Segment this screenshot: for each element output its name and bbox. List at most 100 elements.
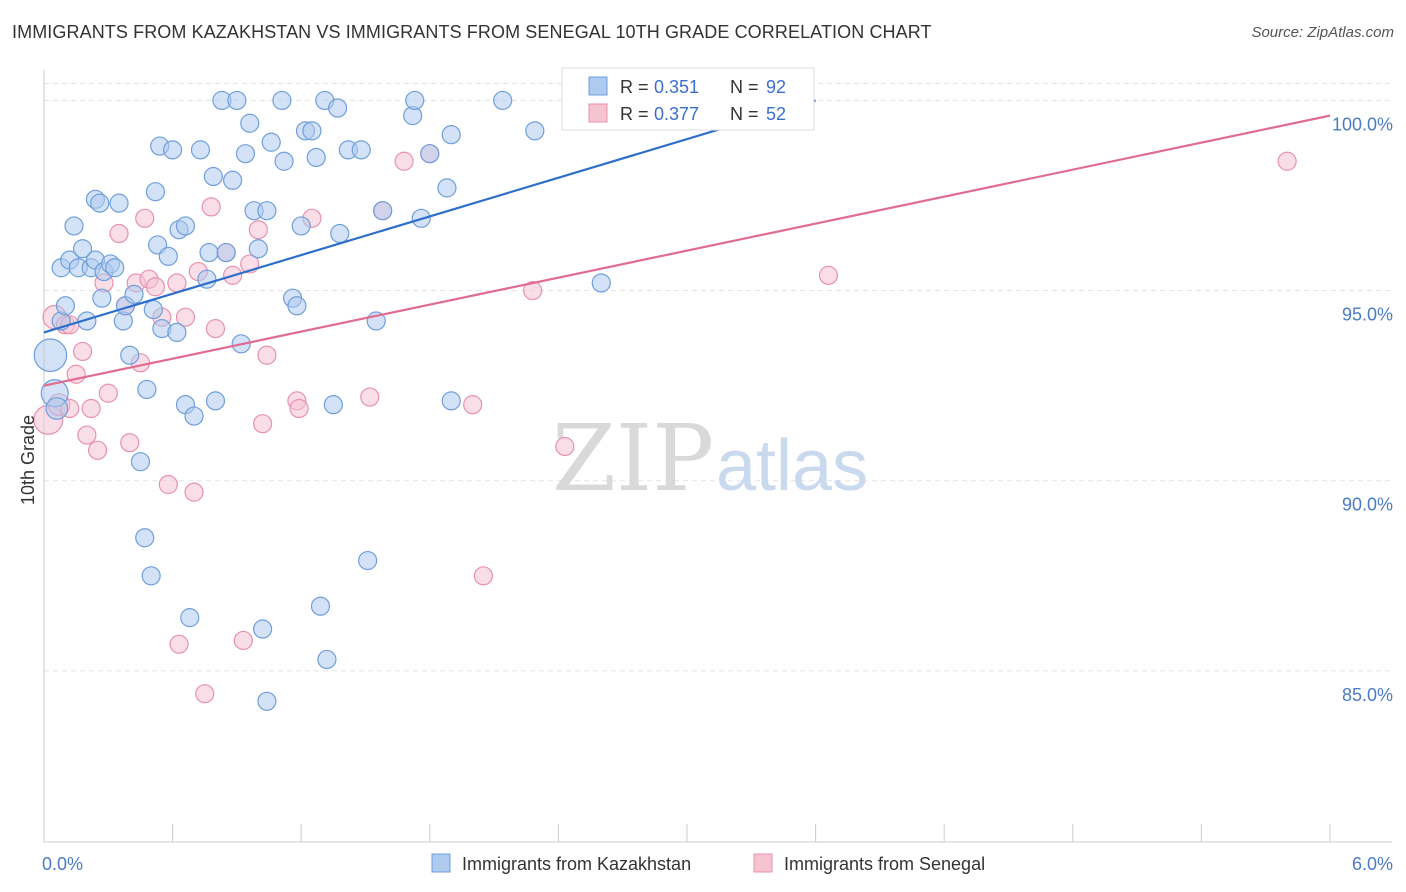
source-credit: Source: ZipAtlas.com xyxy=(1251,24,1394,41)
chart-title: IMMIGRANTS FROM KAZAKHSTAN VS IMMIGRANTS… xyxy=(12,22,932,42)
point-kazakhstan xyxy=(135,528,155,548)
point-senegal xyxy=(145,277,166,297)
point-kazakhstan xyxy=(257,691,277,711)
point-kazakhstan xyxy=(287,296,307,316)
point-kazakhstan xyxy=(72,239,93,259)
point-senegal xyxy=(473,566,493,586)
x-tick-labels: 0.0% 6.0% xyxy=(42,854,1393,874)
point-kazakhstan xyxy=(64,216,84,236)
point-kazakhstan xyxy=(203,166,223,187)
watermark: ZIP atlas xyxy=(552,405,868,512)
point-kazakhstan xyxy=(248,239,268,259)
x-tick-label: 0.0% xyxy=(42,854,83,874)
y-tick-label: 100.0% xyxy=(1332,114,1393,134)
point-kazakhstan xyxy=(45,397,69,420)
point-kazakhstan xyxy=(184,406,204,426)
point-kazakhstan xyxy=(328,98,348,118)
point-kazakhstan xyxy=(190,140,211,160)
point-senegal xyxy=(205,319,226,339)
point-senegal xyxy=(201,197,221,217)
point-kazakhstan xyxy=(90,193,110,213)
watermark-zip: ZIP xyxy=(552,405,714,512)
point-kazakhstan xyxy=(291,216,311,236)
point-kazakhstan xyxy=(137,379,157,400)
point-kazakhstan xyxy=(130,452,151,472)
point-kazakhstan xyxy=(33,338,68,373)
point-senegal xyxy=(184,482,204,502)
point-kazakhstan xyxy=(302,121,322,141)
trend-line-senegal xyxy=(43,114,1331,387)
point-kazakhstan xyxy=(272,90,292,111)
stats-r-label-pink: R = xyxy=(620,104,649,124)
point-kazakhstan xyxy=(180,608,200,628)
point-senegal xyxy=(81,398,101,419)
point-senegal xyxy=(555,436,575,457)
point-kazakhstan xyxy=(591,273,611,293)
point-kazakhstan xyxy=(317,649,337,670)
y-axis-label: 10th Grade xyxy=(18,415,38,505)
point-senegal xyxy=(98,383,118,403)
point-kazakhstan xyxy=(55,296,76,316)
point-senegal xyxy=(158,474,178,495)
point-kazakhstan xyxy=(223,170,243,190)
point-kazakhstan xyxy=(274,151,294,171)
point-kazakhstan xyxy=(120,345,140,365)
point-kazakhstan xyxy=(109,193,129,213)
point-kazakhstan xyxy=(257,201,277,221)
point-kazakhstan xyxy=(525,121,545,141)
point-kazakhstan xyxy=(437,178,457,198)
point-kazakhstan xyxy=(323,395,343,415)
stats-n-value-pink: 52 xyxy=(766,104,786,124)
gridlines xyxy=(44,82,1392,672)
stats-n-label-blue: N = xyxy=(730,77,759,97)
point-senegal xyxy=(169,634,189,654)
legend-swatch-kazakhstan xyxy=(431,853,451,873)
point-kazakhstan xyxy=(351,140,371,160)
point-kazakhstan xyxy=(105,258,125,278)
point-senegal xyxy=(233,630,253,651)
point-senegal xyxy=(87,440,108,460)
point-kazakhstan xyxy=(205,391,226,411)
trend-lines xyxy=(43,99,1331,387)
axes xyxy=(43,70,1392,843)
point-senegal xyxy=(463,395,483,415)
point-kazakhstan xyxy=(373,201,393,221)
point-senegal xyxy=(175,307,196,327)
stats-r-value-blue: 0.351 xyxy=(654,77,699,97)
stats-legend-swatch-pink xyxy=(588,103,608,123)
x-tick-label: 6.0% xyxy=(1352,854,1393,874)
stats-r-value-pink: 0.377 xyxy=(654,104,699,124)
legend-label-senegal: Immigrants from Senegal xyxy=(784,854,985,874)
point-kazakhstan xyxy=(124,284,144,304)
point-senegal xyxy=(120,433,140,453)
point-senegal xyxy=(167,273,187,293)
point-senegal xyxy=(253,414,273,434)
point-senegal xyxy=(195,684,215,704)
stats-n-value-blue: 92 xyxy=(766,77,786,97)
legend-swatch-senegal xyxy=(753,853,773,873)
point-kazakhstan xyxy=(261,132,281,152)
point-senegal xyxy=(257,345,277,365)
point-kazakhstan xyxy=(358,550,378,571)
point-kazakhstan xyxy=(92,288,112,308)
y-tick-labels: 85.0% 90.0% 95.0% 100.0% xyxy=(1332,114,1393,704)
point-senegal xyxy=(72,341,93,362)
point-kazakhstan xyxy=(158,246,178,266)
point-kazakhstan xyxy=(240,113,260,133)
point-kazakhstan xyxy=(493,90,513,111)
point-kazakhstan xyxy=(310,596,331,616)
point-kazakhstan xyxy=(235,144,256,164)
trend-line-kazakhstan xyxy=(43,99,816,334)
point-kazakhstan xyxy=(199,242,219,263)
point-kazakhstan xyxy=(141,566,161,586)
y-tick-label: 95.0% xyxy=(1342,305,1393,325)
point-kazakhstan xyxy=(441,391,461,411)
point-kazakhstan xyxy=(77,311,97,331)
point-kazakhstan xyxy=(175,216,196,236)
watermark-atlas: atlas xyxy=(716,426,868,506)
point-senegal xyxy=(360,387,380,407)
point-senegal xyxy=(248,220,268,240)
point-senegal xyxy=(135,208,155,228)
legend-label-kazakhstan: Immigrants from Kazakhstan xyxy=(462,854,691,874)
